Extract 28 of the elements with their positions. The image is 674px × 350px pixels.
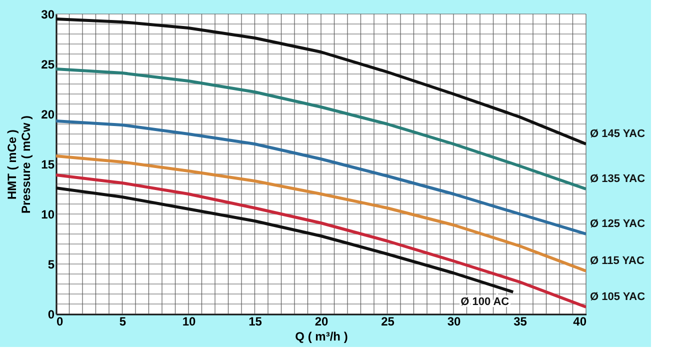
y-tick-label: 10 (41, 208, 55, 222)
x-tick-label: 5 (119, 314, 126, 328)
x-tick-label: 20 (314, 314, 328, 328)
series-label: Ø 145 YAC (590, 128, 646, 140)
x-tick-label: 30 (447, 314, 461, 328)
y-tick-label: 15 (41, 158, 55, 172)
series-label: Ø 135 YAC (590, 173, 646, 185)
x-tick-label: 25 (381, 314, 395, 328)
y-tick-label: 30 (41, 8, 55, 22)
series-label: Ø 105 YAC (590, 291, 646, 303)
x-tick-label: 40 (573, 314, 587, 328)
series-label: Ø 125 YAC (590, 218, 646, 230)
line-series (56, 120, 586, 236)
x-axis-title: Q ( m³/h ) (295, 330, 348, 344)
line-series (56, 174, 586, 308)
x-tick-label: 35 (514, 314, 528, 328)
y-tick-label: 25 (41, 58, 55, 72)
series-label: Ø 115 YAC (590, 255, 644, 267)
line-series (56, 68, 586, 190)
x-tick-label: 10 (182, 314, 196, 328)
y-tick-label: 5 (48, 258, 55, 272)
line-series (56, 18, 586, 146)
y-axis-title: HMT ( mCe ) Pressure ( mCw ) (5, 115, 34, 214)
x-tick-label: 15 (248, 314, 262, 328)
x-tick-label: 0 (56, 314, 64, 328)
y-tick-label: 20 (41, 108, 55, 122)
line-series (56, 154, 586, 272)
line-series (56, 186, 515, 294)
